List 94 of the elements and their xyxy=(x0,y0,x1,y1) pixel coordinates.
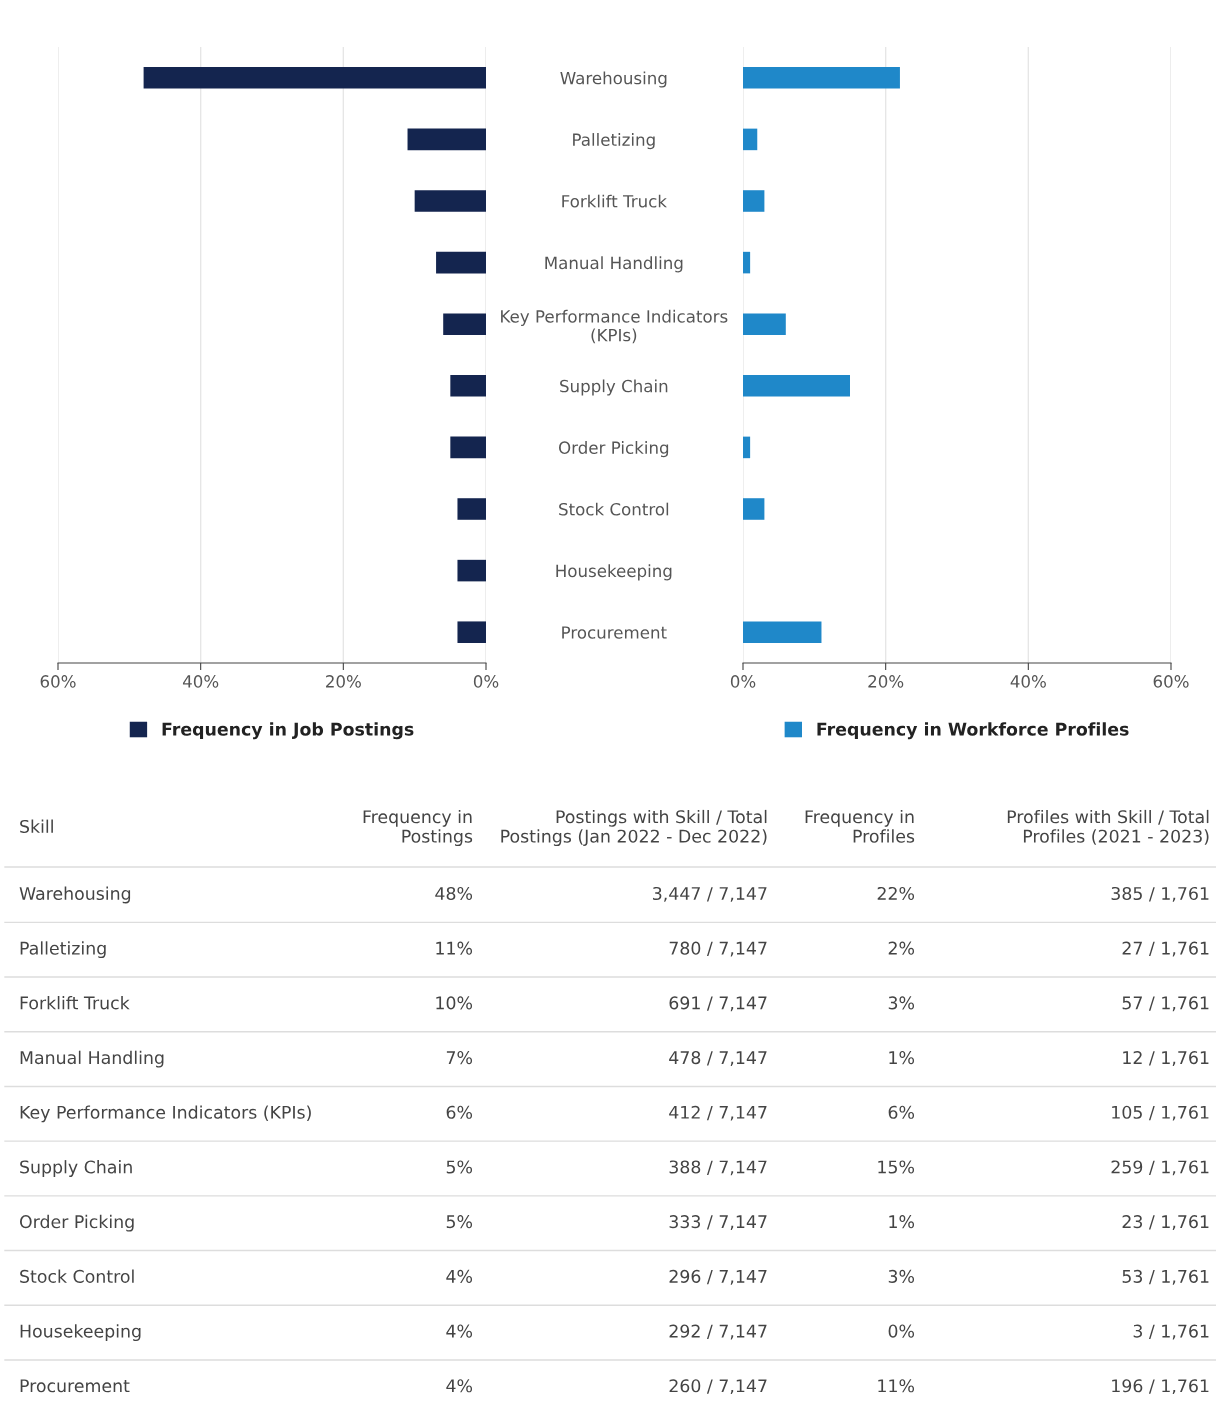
text: Frequency in Profiles xyxy=(805,809,915,843)
bar xyxy=(743,67,900,89)
y-tick-label: Warehousing xyxy=(560,71,667,88)
text: 15% xyxy=(878,1160,915,1174)
text: Supply Chain xyxy=(20,1160,132,1177)
y-tick-label: Supply Chain xyxy=(560,379,668,396)
x-tick-label: 0% xyxy=(730,675,756,688)
text: 48% xyxy=(435,886,473,901)
text: 6% xyxy=(446,1105,473,1119)
text: Housekeeping xyxy=(20,1324,141,1341)
legend-label: Frequency in Workforce Profiles xyxy=(817,722,1129,740)
text: 7% xyxy=(446,1051,473,1065)
text: 385 / 1,761 xyxy=(1111,886,1209,902)
text: 478 / 7,147 xyxy=(669,1051,767,1066)
bar xyxy=(743,621,822,643)
text: 10% xyxy=(436,996,473,1010)
text: 3% xyxy=(888,1269,915,1283)
text: 105 / 1,761 xyxy=(1112,1105,1209,1121)
text: Key Performance Indicators (KPIs) xyxy=(20,1105,311,1123)
x-tick-label: 20% xyxy=(326,675,361,688)
y-tick-label: Palletizing xyxy=(573,133,655,150)
y-tick-label: Forklift Truck xyxy=(562,194,667,208)
text: Skill xyxy=(20,819,53,834)
y-tick-label: Stock Control xyxy=(559,502,669,516)
text: Order Picking xyxy=(19,1214,134,1232)
text: 11% xyxy=(436,941,473,955)
legend-label: Frequency in Job Postings xyxy=(162,722,414,740)
y-tick-label: Order Picking xyxy=(558,441,669,458)
text: 691 / 7,147 xyxy=(669,996,767,1012)
bar xyxy=(743,190,765,212)
bar xyxy=(743,375,850,397)
bar xyxy=(743,128,758,151)
bar xyxy=(414,190,486,212)
text: 22% xyxy=(877,886,915,901)
text: 4% xyxy=(446,1379,473,1393)
text: 1% xyxy=(889,1215,915,1229)
y-tick-label: Key Performance Indicators (KPIs) xyxy=(501,309,728,344)
bar xyxy=(457,498,486,520)
text: Forklift Truck xyxy=(20,996,130,1010)
text: 6% xyxy=(888,1105,915,1119)
bar xyxy=(436,251,486,274)
text: 412 / 7,147 xyxy=(669,1105,767,1121)
text: 0% xyxy=(888,1324,915,1338)
x-tick-label: 40% xyxy=(182,675,219,688)
text: 296 / 7,147 xyxy=(669,1269,767,1285)
text: 4% xyxy=(446,1269,473,1283)
text: Stock Control xyxy=(20,1269,134,1283)
text: 260 / 7,147 xyxy=(669,1379,767,1395)
text: 333 / 7,147 xyxy=(669,1215,767,1231)
text: 57 / 1,761 xyxy=(1122,996,1209,1012)
x-tick-label: 60% xyxy=(1153,675,1189,688)
bar xyxy=(407,128,486,151)
bar xyxy=(457,559,486,582)
y-tick-label: Housekeeping xyxy=(556,564,672,581)
y-tick-label: Manual Handling xyxy=(545,256,683,273)
text: 3% xyxy=(888,996,915,1010)
text: 292 / 7,147 xyxy=(669,1324,767,1340)
text: 259 / 1,761 xyxy=(1111,1160,1209,1176)
x-tick-label: 0% xyxy=(473,675,499,688)
bar xyxy=(143,67,486,89)
x-tick-label: 40% xyxy=(1010,675,1046,688)
text: 4% xyxy=(446,1324,473,1338)
text: Palletizing xyxy=(20,941,106,959)
bar xyxy=(450,375,486,397)
text: 23 / 1,761 xyxy=(1122,1215,1209,1231)
text: Profiles with Skill / Total Profiles (2021 - 2023) xyxy=(1007,809,1209,845)
bar xyxy=(457,621,486,643)
text: 53 / 1,761 xyxy=(1122,1269,1209,1285)
text: Manual Handling xyxy=(20,1050,164,1068)
text: 5% xyxy=(446,1160,473,1174)
text: 2% xyxy=(888,941,915,955)
text: 3,447 / 7,147 xyxy=(653,886,767,902)
text: 1% xyxy=(889,1051,915,1065)
x-tick-label: 60% xyxy=(40,675,76,688)
text: 780 / 7,147 xyxy=(669,941,767,957)
text: 5% xyxy=(446,1215,473,1229)
bar xyxy=(743,313,786,335)
bar xyxy=(743,498,765,520)
bar xyxy=(450,436,486,459)
bar xyxy=(743,436,751,459)
bar xyxy=(443,313,486,335)
text: 3 / 1,761 xyxy=(1133,1324,1209,1340)
text: 11% xyxy=(878,1379,915,1393)
x-tick-label: 20% xyxy=(868,675,904,688)
text: Frequency in Postings xyxy=(363,809,473,847)
text: 196 / 1,761 xyxy=(1112,1379,1209,1395)
text: 388 / 7,147 xyxy=(669,1160,767,1176)
y-tick-label: Procurement xyxy=(562,626,667,639)
text: Procurement xyxy=(20,1379,130,1393)
text: 27 / 1,761 xyxy=(1122,941,1209,957)
text: 12 / 1,761 xyxy=(1123,1051,1209,1066)
text: Warehousing xyxy=(19,886,131,904)
bar xyxy=(743,251,751,274)
text: Postings with Skill / Total Postings (Jan 2022 - Dec 2022) xyxy=(501,809,767,847)
